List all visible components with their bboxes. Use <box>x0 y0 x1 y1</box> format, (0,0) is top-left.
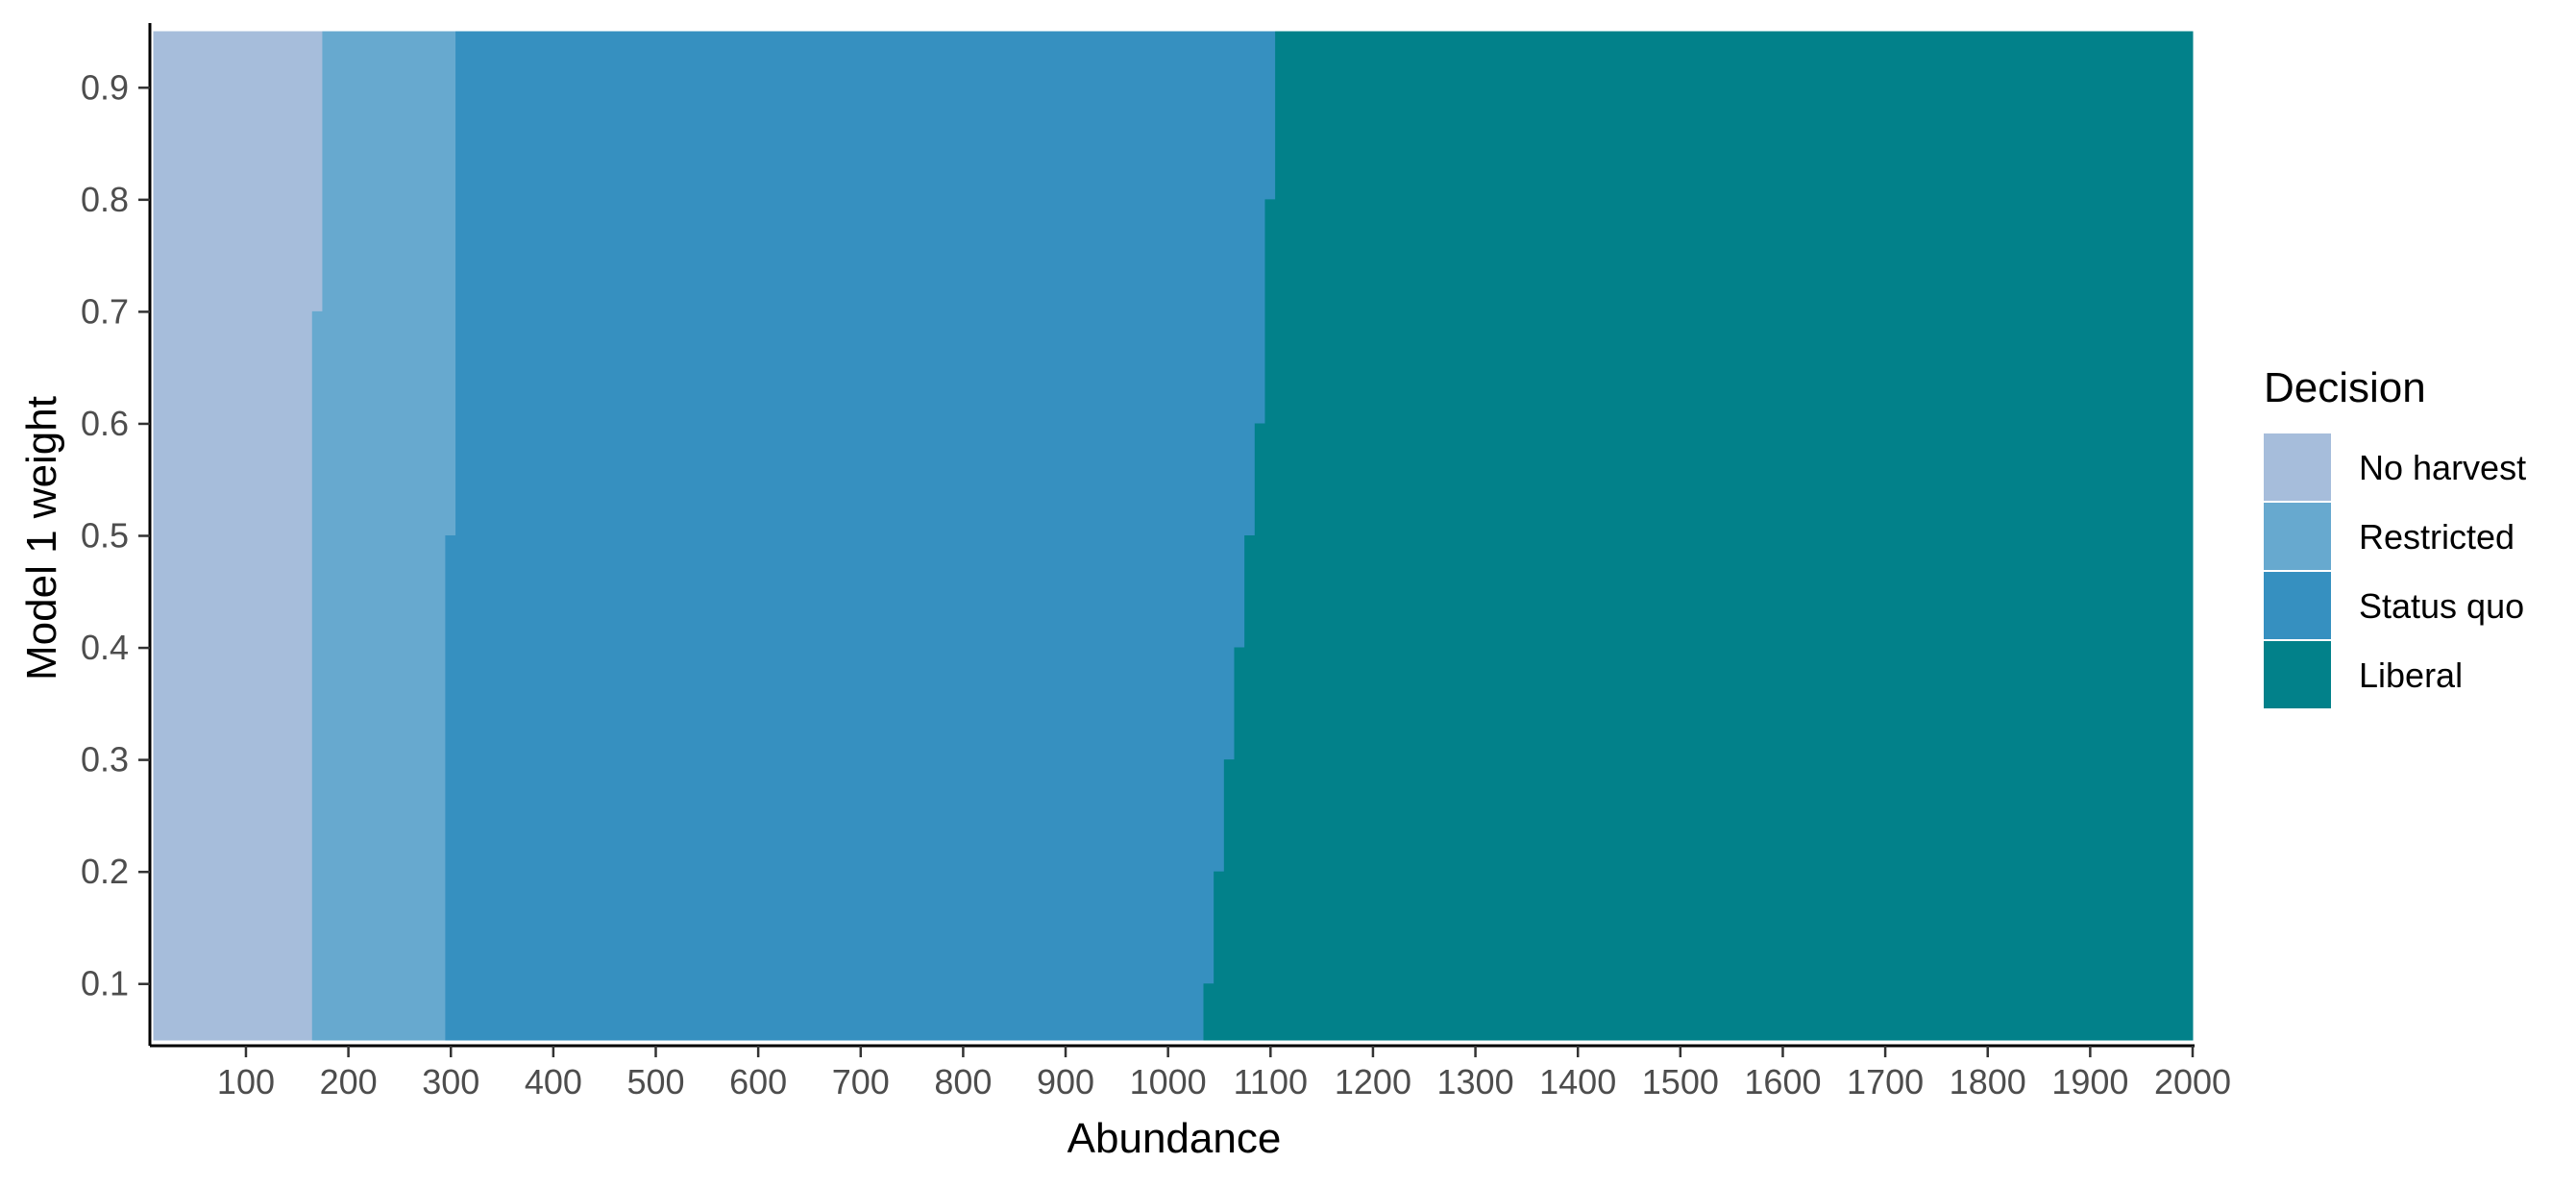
legend-entries: No harvest Restricted Status quo Liberal <box>2264 433 2526 708</box>
legend-title: Decision <box>2264 364 2426 411</box>
legend-label: Restricted <box>2359 517 2515 557</box>
x-tick-label: 1200 <box>1335 1062 1411 1101</box>
x-tick-label: 300 <box>422 1062 479 1101</box>
x-tick-label: 100 <box>217 1062 275 1101</box>
x-tick-label: 1700 <box>1847 1062 1924 1101</box>
legend-label: Status quo <box>2359 586 2524 626</box>
region-restricted <box>311 31 457 1041</box>
x-tick-label: 600 <box>729 1062 787 1101</box>
y-tick-label: 0.7 <box>81 291 129 331</box>
y-tick-label: 0.5 <box>81 516 129 556</box>
x-tick-label: 1500 <box>1642 1062 1719 1101</box>
legend-label: No harvest <box>2359 448 2526 487</box>
legend-swatch <box>2264 503 2331 570</box>
legend-swatch <box>2264 641 2331 708</box>
axes <box>148 23 2195 1048</box>
legend: Decision No harvest Restricted Status quo L… <box>2264 364 2526 708</box>
x-axis-title: Abundance <box>1067 1115 1282 1162</box>
x-tick-label: 1100 <box>1234 1062 1308 1101</box>
x-tick-label: 400 <box>525 1062 582 1101</box>
x-axis-ticks: 100 200 300 400 500 600 700 800 900 1000 1100 1200 1… <box>217 1046 2231 1101</box>
region-liberal <box>1203 31 2194 1041</box>
region-status-quo <box>445 31 1277 1041</box>
x-tick-label: 800 <box>934 1062 992 1101</box>
x-tick-label: 200 <box>320 1062 378 1101</box>
y-tick-label: 0.2 <box>81 852 129 891</box>
y-tick-label: 0.8 <box>81 180 129 219</box>
x-tick-label: 1900 <box>2051 1062 2128 1101</box>
y-tick-label: 0.3 <box>81 740 129 780</box>
y-tick-label: 0.1 <box>81 964 129 1003</box>
y-axis-title: Model 1 weight <box>18 396 65 681</box>
x-tick-label: 700 <box>832 1062 890 1101</box>
x-tick-label: 1400 <box>1539 1062 1616 1101</box>
x-tick-label: 2000 <box>2154 1062 2231 1101</box>
legend-label: Liberal <box>2359 656 2463 695</box>
x-tick-label: 1800 <box>1950 1062 2026 1101</box>
x-tick-label: 1600 <box>1744 1062 1821 1101</box>
y-tick-label: 0.9 <box>81 67 129 107</box>
y-axis-ticks: 0.1 0.2 0.3 0.4 0.5 0.6 0.7 0.8 0.9 <box>81 67 150 1003</box>
x-tick-label: 1300 <box>1437 1062 1514 1101</box>
x-tick-label: 500 <box>626 1062 684 1101</box>
x-tick-label: 900 <box>1037 1062 1094 1101</box>
legend-swatch <box>2264 572 2331 639</box>
x-tick-label: 1000 <box>1130 1062 1207 1101</box>
region-no-harvest <box>153 31 324 1041</box>
plot-regions <box>153 31 2194 1041</box>
y-tick-label: 0.4 <box>81 628 129 667</box>
legend-swatch <box>2264 433 2331 501</box>
y-tick-label: 0.6 <box>81 404 129 443</box>
